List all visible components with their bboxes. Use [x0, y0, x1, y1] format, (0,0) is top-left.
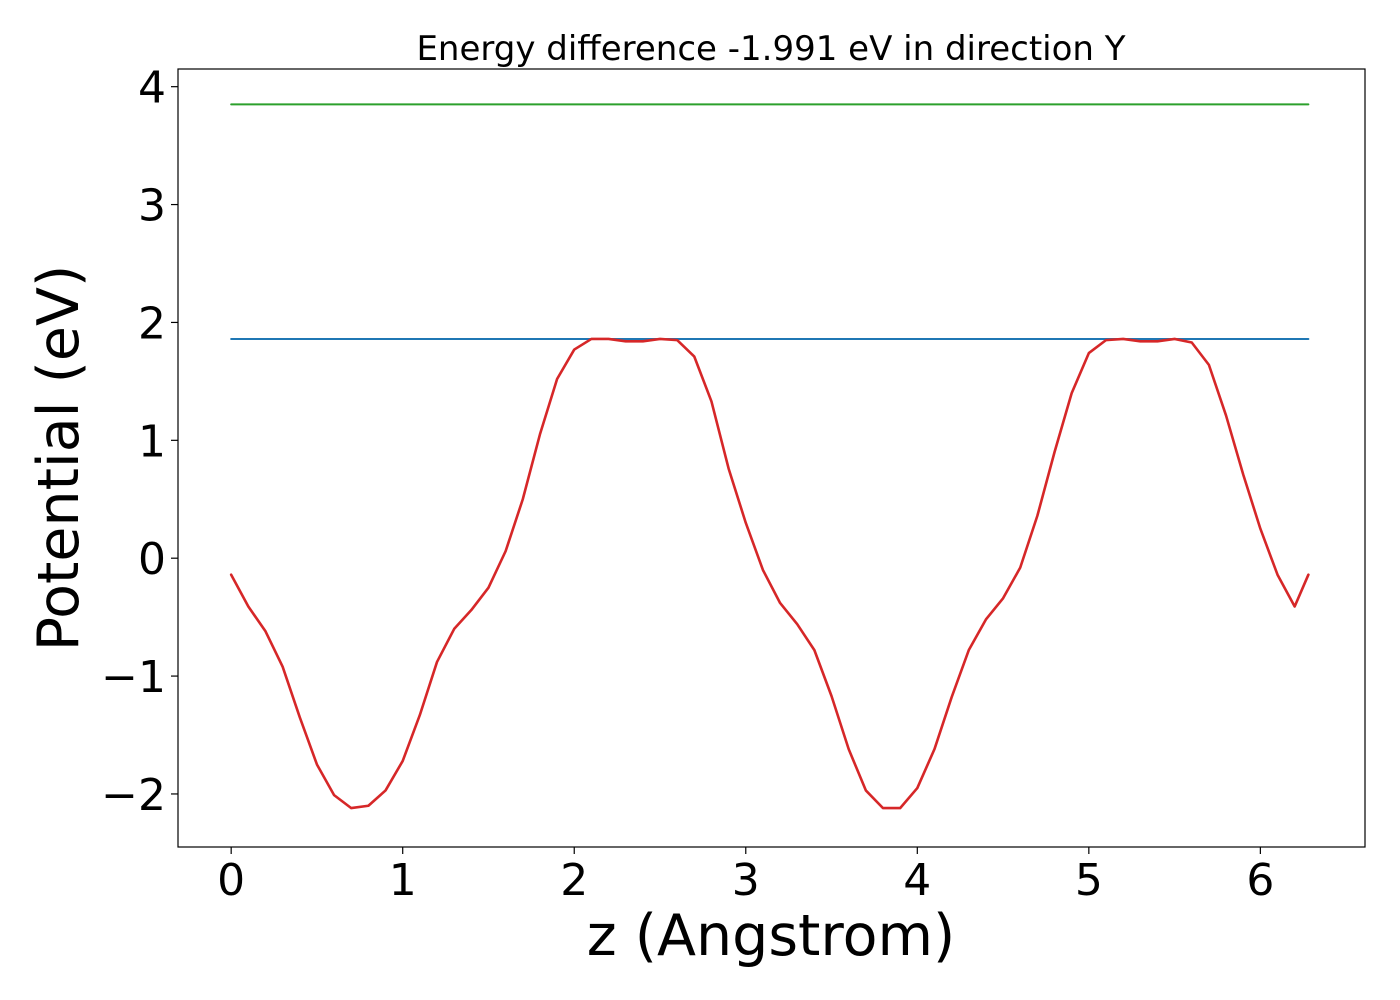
series-lines — [229, 103, 1310, 810]
plot-frame — [177, 68, 1366, 848]
x-tick-label: 6 — [1246, 855, 1274, 906]
x-tick-label: 5 — [1075, 855, 1103, 906]
x-tick-label: 0 — [217, 855, 245, 906]
y-tick-label: 4 — [138, 63, 166, 114]
x-tick-label: 3 — [732, 855, 760, 906]
x-tick-label: 2 — [560, 855, 588, 906]
series-line-0 — [229, 337, 1310, 810]
y-tick-label: −2 — [101, 770, 166, 821]
chart-title: Energy difference -1.991 eV in direction… — [416, 29, 1125, 69]
y-tick-label: 2 — [138, 298, 166, 349]
y-axis-ticks: −2 −1 0 1 2 3 4 — [101, 63, 178, 821]
x-tick-label: 4 — [903, 855, 931, 906]
y-tick-label: 3 — [138, 181, 166, 232]
y-tick-label: 1 — [138, 416, 166, 467]
x-axis-ticks: 0 1 2 3 4 5 6 — [217, 847, 1274, 906]
y-tick-label: 0 — [138, 534, 166, 585]
y-axis-label: Potential (eV) — [26, 265, 92, 651]
plot-background — [178, 69, 1365, 847]
x-axis-label: z (Angstrom) — [587, 903, 955, 969]
x-tick-label: 1 — [389, 855, 417, 906]
y-tick-label: −1 — [101, 652, 166, 703]
